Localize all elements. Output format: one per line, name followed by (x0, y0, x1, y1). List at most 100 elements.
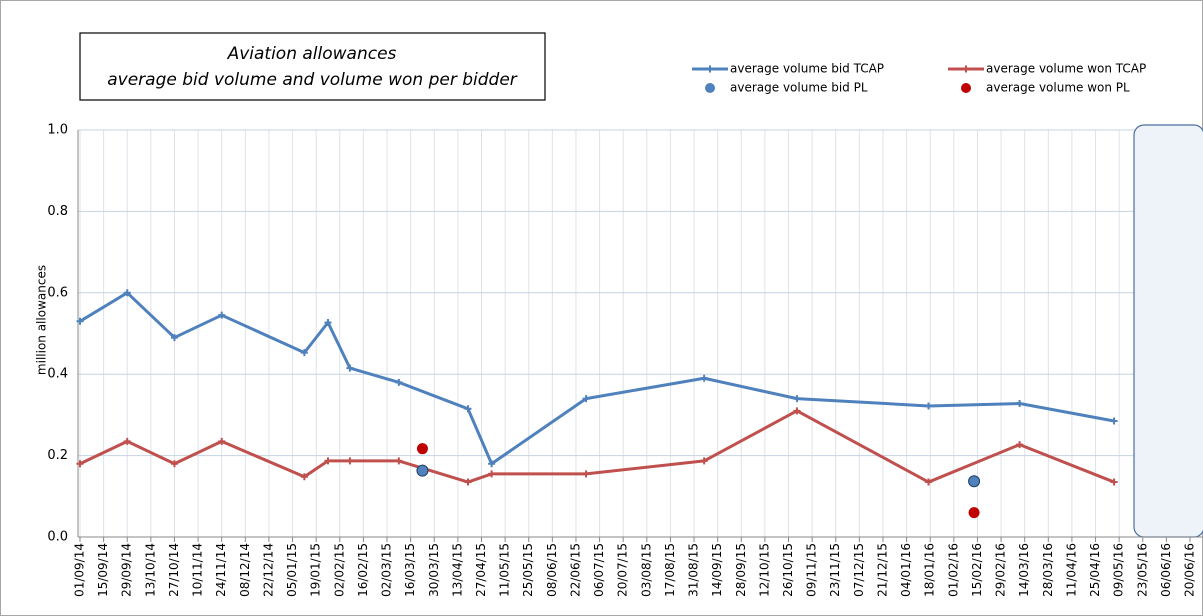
y-axis-label: million allowances (35, 265, 49, 375)
x-tick-label: 19/01/15 (309, 543, 323, 597)
line-marker (925, 478, 933, 486)
line-marker (76, 460, 84, 468)
data-point (416, 464, 429, 477)
y-tick-label: 0.0 (47, 530, 68, 545)
line-marker (464, 478, 472, 486)
x-tick-label: 31/08/15 (687, 543, 701, 597)
x-tick-label: 06/07/15 (592, 543, 606, 597)
legend-marker (705, 83, 715, 93)
series-line (79, 291, 1115, 466)
line-marker (700, 457, 708, 465)
x-tick-label: 04/01/16 (899, 543, 913, 597)
line-marker (395, 457, 403, 465)
line-marker (1110, 417, 1118, 425)
x-tick-label: 22/06/15 (568, 543, 582, 597)
line-marker (300, 473, 308, 481)
x-tick-label: 02/02/15 (332, 543, 346, 597)
line-marker (218, 437, 226, 445)
line-marker (346, 457, 354, 465)
line-marker (464, 405, 472, 413)
line-marker (123, 437, 131, 445)
x-tick-label: 23/11/15 (828, 543, 842, 597)
line-marker (300, 349, 308, 357)
x-tick-label: 26/10/15 (781, 543, 795, 597)
x-tick-label: 07/12/15 (852, 543, 866, 597)
line-marker (170, 334, 178, 342)
data-point (416, 443, 428, 455)
x-tick-label: 08/06/15 (545, 543, 559, 597)
highlight-box (1133, 124, 1203, 538)
line-marker (218, 311, 226, 319)
x-tick-label: 27/04/15 (474, 543, 488, 597)
line-marker (488, 470, 496, 478)
chart-title: Aviation allowances (227, 44, 397, 64)
x-tick-label: 15/09/14 (96, 543, 110, 597)
x-tick-label: 23/05/16 (1135, 543, 1149, 597)
x-tick-label: 28/03/16 (1041, 543, 1055, 597)
x-tick-label: 10/11/14 (191, 543, 205, 597)
x-tick-label: 21/12/15 (875, 543, 889, 597)
x-tick-label: 20/06/16 (1183, 543, 1197, 597)
line-marker (700, 374, 708, 382)
legend-marker (707, 65, 714, 73)
x-tick-label: 11/05/15 (498, 543, 512, 597)
line-marker (1016, 400, 1024, 408)
legend-label: average volume bid PL (730, 81, 868, 95)
x-tick-label: 29/09/14 (120, 543, 134, 597)
x-tick-label: 01/02/16 (946, 543, 960, 597)
x-tick-label: 02/03/15 (380, 543, 394, 597)
line-marker (582, 470, 590, 478)
y-tick-label: 0.2 (47, 448, 68, 463)
legend-label: average volume won PL (986, 81, 1130, 95)
x-tick-label: 18/01/16 (923, 543, 937, 597)
x-tick-label: 12/10/15 (757, 543, 771, 597)
x-tick-label: 14/09/15 (710, 543, 724, 597)
line-marker (395, 378, 403, 386)
x-tick-label: 15/02/16 (970, 543, 984, 597)
grid (78, 129, 1203, 538)
x-tick-label: 09/05/16 (1112, 543, 1126, 597)
line-marker (1110, 478, 1118, 486)
line-marker (346, 364, 354, 372)
x-tick-label: 24/11/14 (214, 543, 228, 597)
line-marker (793, 407, 801, 415)
line-marker (793, 395, 801, 403)
y-tick-label: 0.8 (47, 204, 68, 219)
x-tick-label: 29/02/16 (994, 543, 1008, 597)
line-marker (1016, 441, 1024, 449)
line-marker (324, 319, 332, 327)
x-tick-label: 11/04/16 (1064, 543, 1078, 597)
x-tick-label: 22/12/14 (261, 543, 275, 597)
chart-subtitle: average bid volume and volume won per bi… (107, 70, 518, 90)
x-tick-label: 13/10/14 (143, 543, 157, 597)
y-tick-label: 0.6 (47, 285, 68, 300)
data-point (968, 507, 980, 519)
x-tick-label: 20/07/15 (616, 543, 630, 597)
legend-label: average volume won TCAP (986, 62, 1146, 76)
x-tick-label: 25/04/16 (1088, 543, 1102, 597)
x-tick-label: 25/05/15 (521, 543, 535, 597)
x-tick-label: 09/11/15 (805, 543, 819, 597)
line-marker (123, 289, 131, 297)
legend-label: average volume bid TCAP (730, 62, 884, 76)
line-marker (324, 457, 332, 465)
line-marker (925, 402, 933, 410)
x-tick-label: 30/03/15 (427, 543, 441, 597)
data-point (968, 475, 981, 488)
line-marker (582, 395, 590, 403)
x-tick-label: 13/04/15 (450, 543, 464, 597)
x-tick-label: 01/09/14 (73, 543, 87, 597)
x-tick-label: 28/09/15 (734, 543, 748, 597)
x-tick-label: 27/10/14 (167, 543, 181, 597)
x-tick-label: 16/02/15 (356, 543, 370, 597)
x-tick-label: 08/12/14 (238, 543, 252, 597)
x-tick-label: 06/06/16 (1159, 543, 1173, 597)
line-marker (76, 317, 84, 325)
y-tick-label: 0.4 (47, 367, 68, 382)
x-tick-label: 16/03/15 (403, 543, 417, 597)
x-tick-label: 17/08/15 (663, 543, 677, 597)
x-tick-label: 14/03/16 (1017, 543, 1031, 597)
x-tick-label: 05/01/15 (285, 543, 299, 597)
